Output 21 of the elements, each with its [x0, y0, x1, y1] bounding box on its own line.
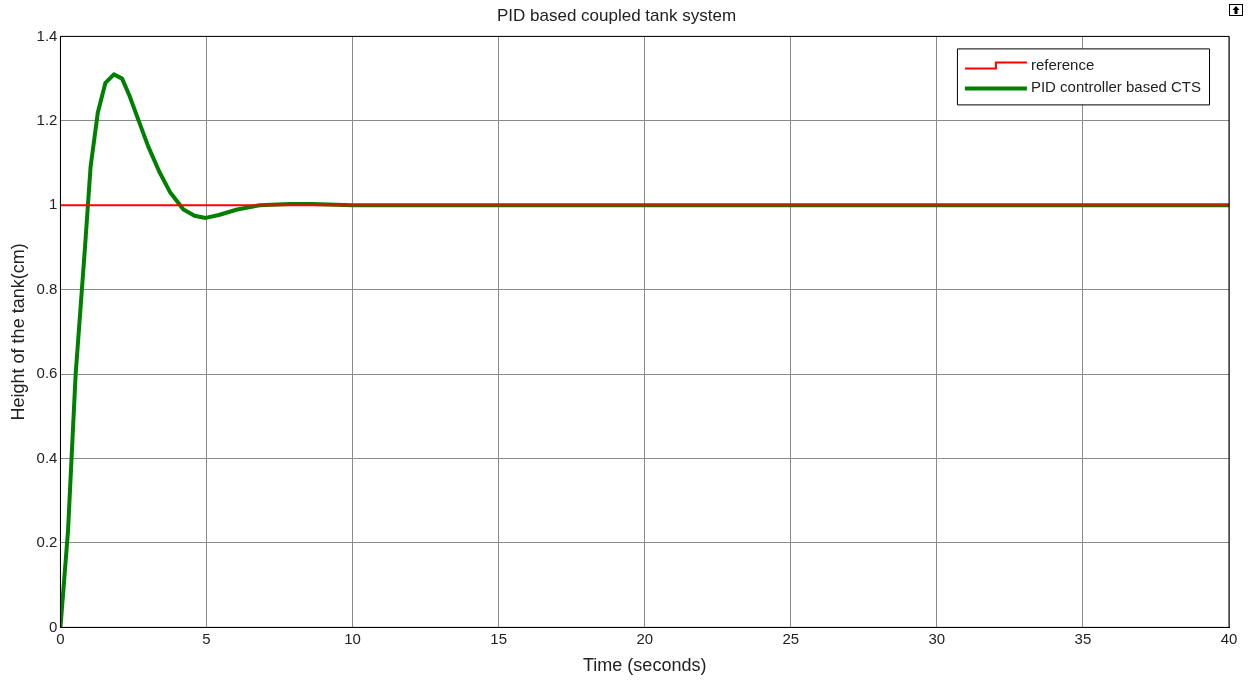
chart-title: PID based coupled tank system — [496, 5, 737, 25]
y-tick-label: 0.8 — [36, 279, 58, 297]
x-tick-label: 10 — [344, 629, 361, 647]
x-tick-label: 40 — [1220, 629, 1238, 647]
x-tick-label: 25 — [782, 629, 800, 647]
x-axis-title: Time (seconds) — [583, 655, 707, 676]
legend-label: reference — [1030, 55, 1095, 73]
y-tick-label: 0 — [49, 617, 58, 635]
y-axis-title: Height of the tank(cm) — [7, 243, 28, 421]
legend-label: PID controller based CTS — [1030, 77, 1202, 95]
x-tick-label: 20 — [636, 629, 654, 647]
y-tick-label: 1 — [49, 195, 58, 213]
y-tick-label: 1.4 — [36, 26, 58, 44]
x-tick-label: 35 — [1074, 629, 1092, 647]
y-tick-label: 0.2 — [36, 533, 58, 551]
x-tick-label: 30 — [928, 629, 946, 647]
y-tick-label: 0.6 — [36, 364, 58, 382]
x-tick-label: 5 — [202, 629, 211, 647]
y-tick-label: 0.4 — [36, 448, 58, 466]
x-tick-label: 15 — [490, 629, 507, 647]
y-tick-label: 1.2 — [36, 110, 58, 128]
